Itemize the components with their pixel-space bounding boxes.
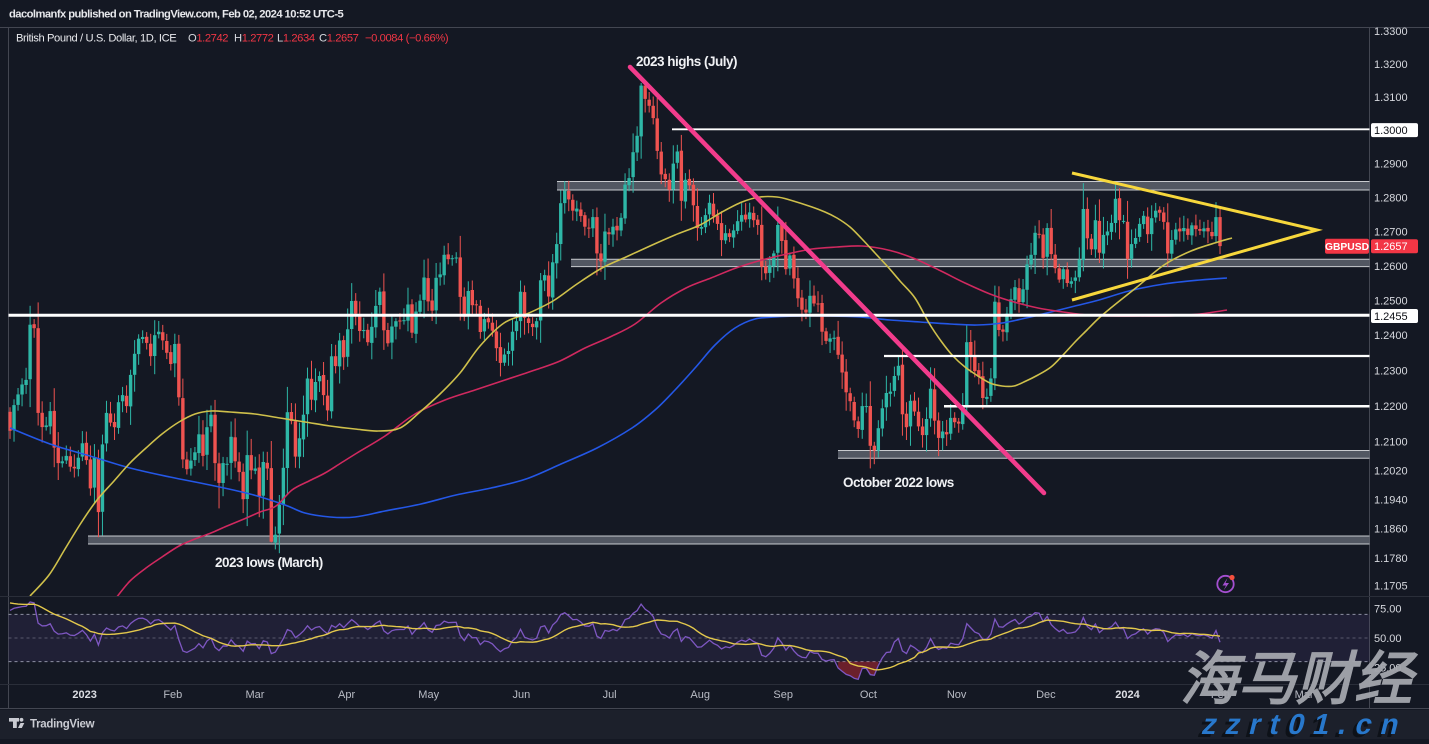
- svg-text:1.2900: 1.2900: [1374, 159, 1408, 171]
- svg-text:Aug: Aug: [690, 689, 710, 701]
- svg-text:1.3100: 1.3100: [1374, 92, 1408, 104]
- svg-text:Oct: Oct: [860, 689, 877, 701]
- svg-text:1.1705: 1.1705: [1374, 581, 1408, 593]
- svg-text:Feb: Feb: [163, 689, 182, 701]
- svg-text:1.2657: 1.2657: [1374, 241, 1408, 253]
- svg-text:British Pound / U.S. Dollar, 1: British Pound / U.S. Dollar, 1D, ICE O1.2…: [16, 33, 449, 45]
- svg-text:1.1860: 1.1860: [1374, 523, 1408, 535]
- svg-text:zzrt01.cn: zzrt01.cn: [1199, 708, 1412, 739]
- svg-text:Nov: Nov: [947, 689, 967, 701]
- svg-text:1.2100: 1.2100: [1374, 437, 1408, 449]
- svg-text:1.2700: 1.2700: [1374, 227, 1408, 239]
- svg-text:1.2800: 1.2800: [1374, 192, 1408, 204]
- svg-text:2024: 2024: [1115, 689, 1140, 701]
- svg-text:Sep: Sep: [773, 689, 793, 701]
- svg-text:dacolmanfx published on Tradin: dacolmanfx published on TradingView.com,…: [9, 9, 343, 21]
- svg-text:May: May: [418, 689, 439, 701]
- svg-text:Mar: Mar: [246, 689, 265, 701]
- svg-text:75.00: 75.00: [1374, 603, 1402, 615]
- svg-text:1.3200: 1.3200: [1374, 59, 1408, 71]
- svg-text:1.1780: 1.1780: [1374, 553, 1408, 565]
- svg-text:1.1940: 1.1940: [1374, 494, 1408, 506]
- svg-text:October 2022 lows: October 2022 lows: [843, 475, 954, 490]
- svg-text:1.2020: 1.2020: [1374, 465, 1408, 477]
- svg-text:2023: 2023: [72, 689, 96, 701]
- svg-text:Mar: Mar: [1295, 689, 1314, 701]
- svg-text:Apr: Apr: [338, 689, 355, 701]
- svg-text:海马财经: 海马财经: [1177, 648, 1425, 712]
- svg-text:1.2600: 1.2600: [1374, 261, 1408, 273]
- svg-text:1.2455: 1.2455: [1374, 311, 1408, 323]
- svg-text:50.00: 50.00: [1374, 633, 1402, 645]
- svg-text:Jun: Jun: [513, 689, 531, 701]
- svg-text:1.2400: 1.2400: [1374, 330, 1408, 342]
- svg-text:zzrt01.cn: zzrt01.cn: [1195, 711, 1408, 739]
- svg-text:GBPUSD: GBPUSD: [1325, 242, 1369, 253]
- svg-text:TradingView: TradingView: [30, 719, 95, 731]
- svg-text:2023 lows (March): 2023 lows (March): [215, 555, 323, 570]
- svg-text:1.3000: 1.3000: [1374, 125, 1408, 137]
- svg-text:1.3300: 1.3300: [1374, 26, 1408, 38]
- svg-text:1.2500: 1.2500: [1374, 295, 1408, 307]
- svg-text:1.2200: 1.2200: [1374, 401, 1408, 413]
- svg-text:Feb: Feb: [1211, 689, 1230, 701]
- svg-text:2023 highs (July): 2023 highs (July): [636, 54, 737, 69]
- svg-text:1.2300: 1.2300: [1374, 365, 1408, 377]
- svg-text:25.00: 25.00: [1374, 663, 1402, 675]
- svg-text:Dec: Dec: [1036, 689, 1056, 701]
- svg-text:Jul: Jul: [603, 689, 617, 701]
